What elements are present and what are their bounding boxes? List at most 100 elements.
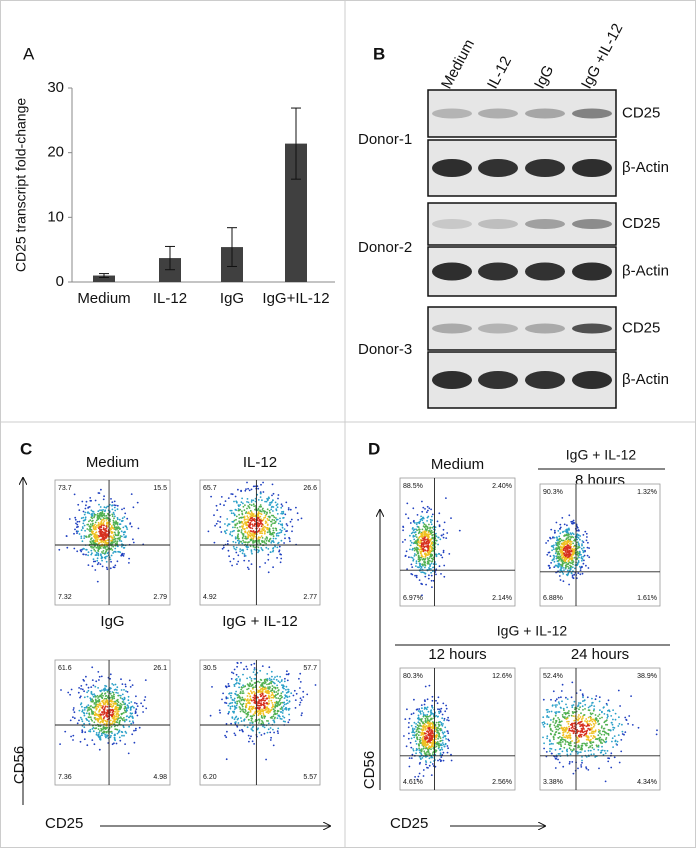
event-dot — [242, 539, 245, 542]
event-dot — [85, 675, 87, 678]
event-dot — [442, 759, 445, 762]
event-dot — [253, 707, 255, 710]
event-dot — [87, 716, 90, 719]
event-dot — [136, 714, 139, 717]
event-dot — [85, 504, 87, 507]
event-dot — [314, 684, 317, 686]
blot-label: CD25 — [622, 215, 660, 232]
event-dot — [117, 706, 119, 709]
event-dot — [436, 731, 439, 734]
event-dot — [289, 520, 292, 523]
event-dot — [280, 512, 283, 515]
event-dot — [233, 683, 236, 686]
event-dot — [428, 757, 431, 760]
event-dot — [101, 515, 103, 518]
event-dot — [259, 695, 262, 698]
event-dot — [548, 725, 551, 728]
event-dot — [238, 505, 240, 508]
event-dot — [420, 571, 423, 574]
event-dot — [105, 711, 108, 714]
event-dot — [252, 535, 255, 538]
event-dot — [562, 707, 565, 710]
event-dot — [279, 553, 282, 556]
event-dot — [430, 571, 432, 574]
event-dot — [132, 541, 135, 544]
event-dot — [85, 553, 87, 556]
event-dot — [95, 528, 97, 531]
event-dot — [580, 557, 583, 559]
event-dot — [552, 690, 555, 693]
event-dot — [440, 756, 443, 758]
event-dot — [84, 516, 87, 519]
event-dot — [549, 723, 552, 726]
event-dot — [426, 535, 428, 538]
event-dot — [140, 702, 143, 705]
event-dot — [109, 692, 112, 695]
event-dot — [418, 548, 421, 551]
event-dot — [560, 548, 563, 551]
event-dot — [90, 525, 92, 527]
event-dot — [299, 697, 302, 700]
event-dot — [269, 739, 272, 741]
event-dot — [93, 524, 95, 527]
event-dot — [83, 513, 86, 516]
event-dot — [114, 728, 117, 730]
event-dot — [295, 506, 297, 509]
event-dot — [414, 522, 416, 524]
event-dot — [239, 696, 241, 699]
event-dot — [444, 710, 447, 713]
event-dot — [574, 708, 576, 711]
event-dot — [425, 728, 427, 730]
event-dot — [415, 560, 418, 563]
event-dot — [246, 698, 249, 700]
event-dot — [256, 485, 259, 488]
event-dot — [99, 702, 102, 705]
event-dot — [249, 513, 252, 516]
quadrant-value: 88.5% — [403, 483, 423, 490]
event-dot — [259, 669, 262, 672]
event-dot — [413, 553, 416, 555]
event-dot — [582, 551, 585, 554]
event-dot — [437, 708, 439, 711]
quadrant-value: 57.7 — [303, 665, 317, 672]
event-dot — [442, 702, 445, 705]
event-dot — [231, 701, 234, 704]
event-dot — [576, 553, 579, 556]
event-dot — [265, 688, 267, 690]
event-dot — [563, 552, 566, 555]
event-dot — [72, 739, 74, 741]
event-dot — [144, 696, 147, 698]
event-dot — [134, 729, 137, 732]
event-dot — [93, 528, 96, 531]
event-dot — [257, 704, 260, 707]
quadrant-value: 2.56% — [492, 779, 512, 786]
event-dot — [558, 702, 561, 705]
event-dot — [97, 671, 100, 673]
event-dot — [432, 544, 434, 547]
event-dot — [261, 499, 263, 502]
event-dot — [112, 523, 115, 526]
event-dot — [244, 535, 247, 538]
event-dot — [420, 515, 422, 518]
event-dot — [434, 765, 437, 768]
event-dot — [578, 550, 581, 553]
event-dot — [571, 566, 574, 569]
y-tick-label: 10 — [47, 208, 64, 225]
event-dot — [79, 696, 81, 699]
quadrant-value: 6.20 — [203, 774, 217, 781]
event-dot — [430, 515, 433, 518]
event-dot — [131, 715, 134, 718]
event-dot — [299, 681, 302, 683]
event-dot — [444, 742, 447, 745]
event-dot — [103, 716, 106, 718]
event-dot — [102, 694, 104, 697]
event-dot — [120, 730, 123, 733]
event-dot — [421, 510, 424, 513]
event-dot — [271, 691, 273, 694]
event-dot — [112, 519, 115, 522]
event-dot — [264, 538, 267, 540]
event-dot — [415, 723, 417, 725]
event-dot — [235, 551, 238, 554]
event-dot — [99, 509, 101, 512]
quadrant-value: 4.61% — [403, 779, 423, 786]
